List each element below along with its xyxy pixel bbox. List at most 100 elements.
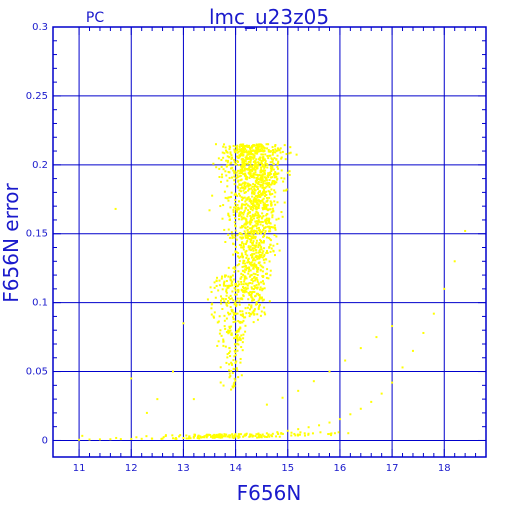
data-point: [239, 149, 242, 152]
data-point: [241, 315, 244, 318]
data-point: [261, 287, 264, 290]
data-point: [242, 273, 245, 276]
y-tick-labels: 0 0.05 0.1 0.15 0.2 0.25 0.3: [26, 22, 48, 446]
data-point: [223, 282, 226, 285]
data-point: [257, 145, 260, 148]
data-point: [242, 189, 245, 192]
data-point: [257, 219, 260, 222]
data-point: [239, 297, 242, 300]
data-point: [233, 349, 236, 352]
data-point: [253, 176, 256, 179]
data-point: [244, 223, 247, 226]
data-point: [270, 204, 273, 207]
data-point: [209, 286, 212, 289]
data-point: [263, 164, 266, 167]
data-point: [272, 244, 275, 247]
data-point: [266, 163, 269, 166]
data-point: [252, 257, 255, 260]
data-point: [271, 165, 274, 168]
data-point: [261, 289, 264, 292]
data-point: [243, 262, 246, 265]
data-point: [273, 172, 276, 175]
data-point: [250, 239, 253, 242]
data-point: [261, 206, 264, 209]
data-point: [288, 152, 291, 155]
data-point: [255, 185, 258, 188]
data-point: [270, 247, 273, 250]
data-point: [256, 201, 259, 204]
data-point: [244, 264, 247, 267]
data-point: [236, 148, 239, 151]
data-point: [255, 286, 258, 289]
data-point: [223, 319, 226, 322]
data-point: [228, 218, 231, 221]
data-point: [234, 354, 237, 357]
data-point: [259, 143, 262, 146]
data-point: [256, 216, 259, 219]
data-point: [248, 176, 251, 179]
data-point: [232, 209, 235, 212]
data-point: [248, 184, 251, 187]
data-point: [270, 239, 273, 242]
data-point: [262, 150, 265, 153]
data-point: [255, 244, 258, 247]
data-point: [251, 156, 254, 159]
data-point: [254, 220, 257, 223]
data-point: [255, 266, 258, 269]
data-point: [226, 155, 229, 158]
data-point: [344, 359, 347, 362]
data-point: [261, 159, 264, 162]
data-point: [227, 266, 230, 269]
data-point: [253, 313, 256, 316]
data-point: [201, 436, 204, 439]
data-point: [211, 194, 214, 197]
data-point: [247, 257, 250, 260]
data-point: [219, 433, 222, 436]
data-point: [453, 260, 456, 263]
data-point: [251, 264, 254, 267]
data-point: [266, 219, 269, 222]
data-point: [245, 434, 248, 437]
data-point: [276, 166, 279, 169]
data-point: [246, 254, 249, 257]
data-point: [263, 247, 266, 250]
data-point: [238, 207, 241, 210]
data-point: [240, 283, 243, 286]
data-point: [269, 200, 272, 203]
data-point: [156, 398, 159, 401]
data-point: [267, 219, 270, 222]
data-point: [253, 263, 256, 266]
data-point: [232, 318, 235, 321]
data-point: [255, 222, 258, 225]
data-point: [260, 194, 263, 197]
data-point: [114, 207, 117, 210]
data-point: [249, 313, 252, 316]
data-point: [248, 234, 251, 237]
data-point: [248, 165, 251, 168]
data-point: [289, 146, 292, 149]
data-point: [78, 438, 81, 441]
data-point: [275, 172, 278, 175]
data-point: [218, 175, 221, 178]
data-point: [230, 167, 233, 170]
data-point: [253, 309, 256, 312]
data-point: [130, 437, 133, 440]
data-point: [247, 270, 250, 273]
data-point: [255, 433, 258, 436]
data-point: [244, 203, 247, 206]
data-point: [221, 436, 224, 439]
data-point: [192, 436, 195, 439]
data-point: [249, 434, 252, 437]
data-point: [262, 180, 265, 183]
data-point: [226, 161, 229, 164]
data-point: [249, 158, 252, 161]
data-point: [230, 297, 233, 300]
data-point: [237, 436, 240, 439]
data-point: [222, 435, 225, 438]
data-point: [212, 315, 215, 318]
data-point: [244, 160, 247, 163]
data-point: [243, 230, 246, 233]
data-point: [318, 424, 321, 427]
data-point: [160, 437, 163, 440]
data-point: [247, 266, 250, 269]
